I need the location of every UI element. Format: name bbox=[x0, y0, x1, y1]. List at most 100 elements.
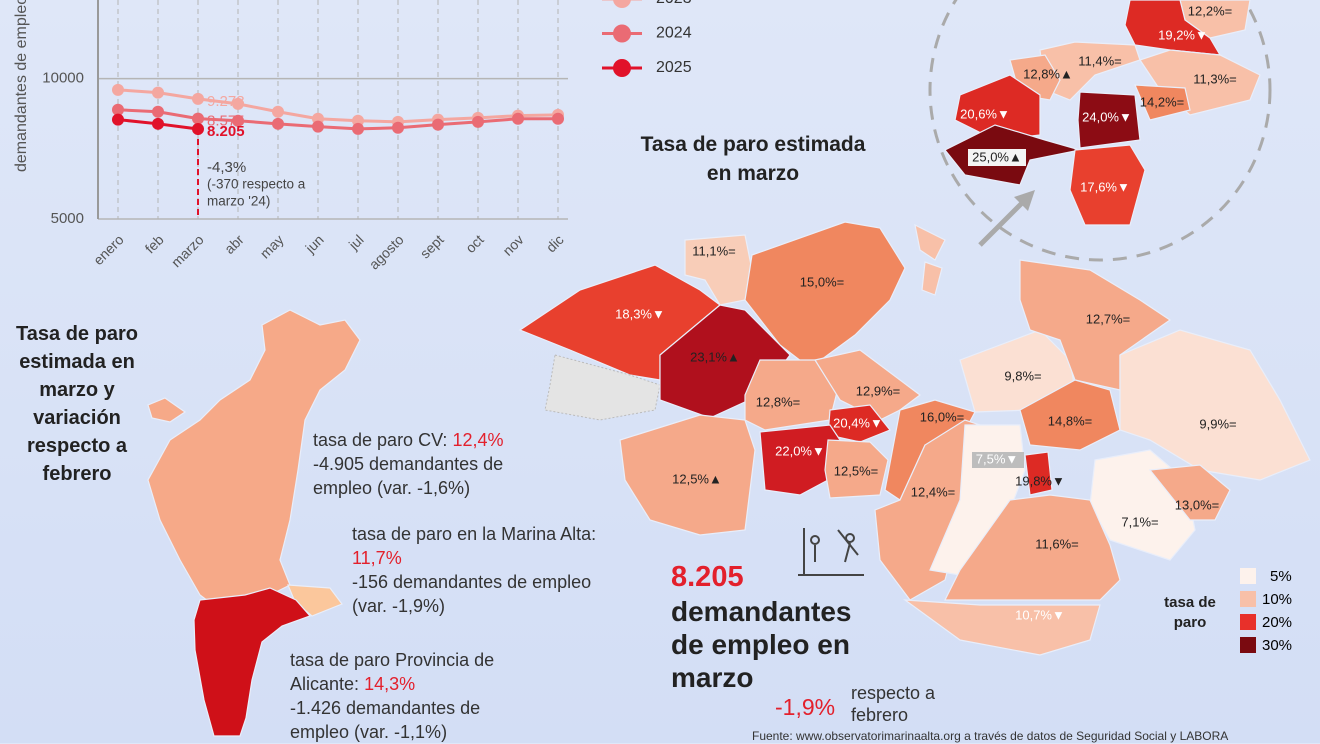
region-label: 12,2%= bbox=[1188, 3, 1232, 18]
region-label: 12,5%= bbox=[834, 463, 878, 478]
left-title-line: respecto a bbox=[26, 435, 128, 457]
region-label: 25,0%▲ bbox=[972, 149, 1022, 164]
region-label: 9,9%= bbox=[1199, 416, 1236, 431]
region-label: 13,0%= bbox=[1175, 497, 1219, 512]
point bbox=[392, 121, 404, 134]
x-tick-label: dic bbox=[543, 231, 567, 255]
point bbox=[192, 123, 204, 136]
y-tick-label: 10000 bbox=[42, 70, 84, 87]
region-label: 11,1%= bbox=[692, 243, 736, 258]
region-map bbox=[518, 221, 1311, 656]
map-title: Tasa de paro estimada en marzo bbox=[618, 130, 888, 188]
annotation: marzo '24) bbox=[207, 194, 270, 209]
source: Fuente: www.observatorimarinaalta.org a … bbox=[752, 729, 1229, 743]
series-line bbox=[117, 88, 559, 124]
headline-change-text: respecto a febrero bbox=[851, 683, 936, 725]
stat-detail: -1.426 demandantes de empleo (var. -1,1%… bbox=[290, 698, 481, 742]
point bbox=[472, 115, 484, 128]
region-label: 12,8%▲ bbox=[1023, 66, 1073, 81]
stat-label: tasa de paro en la Marina Alta: bbox=[352, 524, 597, 544]
point bbox=[112, 83, 124, 96]
legend-label: 10% bbox=[1262, 591, 1292, 608]
x-tick-label: agosto bbox=[366, 231, 407, 272]
stat-label: tasa de paro Provincia de Alicante: bbox=[290, 650, 495, 694]
region-label: 22,0%▼ bbox=[775, 443, 825, 458]
inset-map bbox=[928, 0, 1272, 262]
x-tick-label: oct bbox=[462, 231, 487, 256]
region-label: 11,6%= bbox=[1035, 536, 1079, 551]
stat-block: tasa de paro CV: 12,4% -4.905 demandante… bbox=[313, 428, 553, 500]
data-label: 8.575 bbox=[207, 113, 245, 130]
data-label: 9.278 bbox=[207, 93, 245, 110]
legend-swatch bbox=[1240, 591, 1256, 607]
point bbox=[152, 105, 164, 118]
x-tick-label: may bbox=[257, 231, 287, 261]
point bbox=[272, 117, 284, 130]
stat-rate: 12,4% bbox=[452, 430, 504, 450]
y-tick-label: 5000 bbox=[51, 210, 84, 227]
workers-icon bbox=[798, 528, 864, 576]
annotation: (-370 respecto a bbox=[207, 177, 306, 192]
map-title-line: Tasa de paro estimada bbox=[640, 133, 866, 156]
legend-swatch bbox=[1240, 568, 1256, 584]
point bbox=[432, 118, 444, 131]
stat-block: tasa de paro en la Marina Alta: 11,7% -1… bbox=[352, 522, 602, 618]
region-label: 23,1%▲ bbox=[690, 349, 740, 364]
region-label: 12,5%▲ bbox=[672, 471, 722, 486]
x-tick-label: jul bbox=[345, 231, 367, 253]
x-tick-label: enero bbox=[90, 231, 127, 268]
region-label: 12,7%= bbox=[1086, 311, 1130, 326]
headline-text: demandantes de empleo en marzo bbox=[671, 596, 852, 693]
legend-swatch bbox=[1240, 614, 1256, 630]
region-label: 19,8%▼ bbox=[1015, 473, 1065, 488]
stat-label: tasa de paro CV: bbox=[313, 430, 448, 450]
y-axis-label: demandantes de empleo bbox=[13, 0, 30, 172]
series-line bbox=[117, 108, 558, 131]
headline-number: 8.205 bbox=[671, 561, 744, 593]
map-title-line: en marzo bbox=[706, 162, 800, 185]
point bbox=[152, 117, 164, 130]
legend-label: 20% bbox=[1262, 614, 1292, 631]
x-tick-label: jun bbox=[302, 231, 327, 256]
x-tick-label: marzo bbox=[168, 231, 207, 270]
region-label: 12,4%= bbox=[911, 484, 955, 499]
x-tick-label: sept bbox=[417, 231, 447, 261]
headline-change: -1,9% bbox=[775, 694, 836, 720]
stat-detail: -156 demandantes de empleo (var. -1,9%) bbox=[352, 572, 592, 616]
legend-marker bbox=[613, 24, 631, 43]
legend-marker bbox=[613, 59, 631, 77]
point bbox=[152, 86, 164, 99]
region-label: 18,3%▼ bbox=[615, 306, 665, 321]
left-title-line: estimada en bbox=[19, 351, 135, 373]
region-label: 20,6%▼ bbox=[960, 106, 1010, 121]
legend-label: 30% bbox=[1262, 637, 1292, 654]
region-label: 24,0%▼ bbox=[1082, 109, 1132, 124]
x-tick-label: feb bbox=[142, 231, 167, 256]
point bbox=[552, 112, 564, 125]
region-label: 19,2%▼ bbox=[1158, 27, 1208, 42]
legend-marker bbox=[613, 0, 631, 8]
region-label: 12,9%= bbox=[856, 383, 900, 398]
region-label: 15,0%= bbox=[800, 274, 844, 289]
stat-block: tasa de paro Provincia de Alicante: 14,3… bbox=[290, 648, 535, 744]
region-label: 20,4%▼ bbox=[833, 415, 883, 430]
x-tick-label: abr bbox=[221, 231, 247, 257]
region-label: 17,6%▼ bbox=[1080, 179, 1130, 194]
region-label: 7,5%▼ bbox=[976, 451, 1019, 466]
stat-detail: -4.905 demandantes de empleo (var. -1,6%… bbox=[313, 454, 504, 498]
x-tick-label: nov bbox=[499, 231, 526, 258]
point bbox=[512, 112, 524, 125]
stat-rate: 14,3% bbox=[364, 674, 416, 694]
left-title-line: variación bbox=[33, 407, 121, 429]
data-label: 8.205 bbox=[207, 123, 245, 140]
point bbox=[232, 114, 244, 127]
region-label: 7,1%= bbox=[1121, 514, 1158, 529]
stat-rate: 11,7% bbox=[352, 548, 402, 568]
legend-label: 2025 bbox=[656, 59, 692, 76]
region-label: 10,7%▼ bbox=[1015, 607, 1065, 622]
legend-label: 2024 bbox=[656, 25, 692, 42]
region-label: 14,8%= bbox=[1048, 413, 1092, 428]
legend-title: tasa de paro bbox=[1164, 594, 1216, 631]
